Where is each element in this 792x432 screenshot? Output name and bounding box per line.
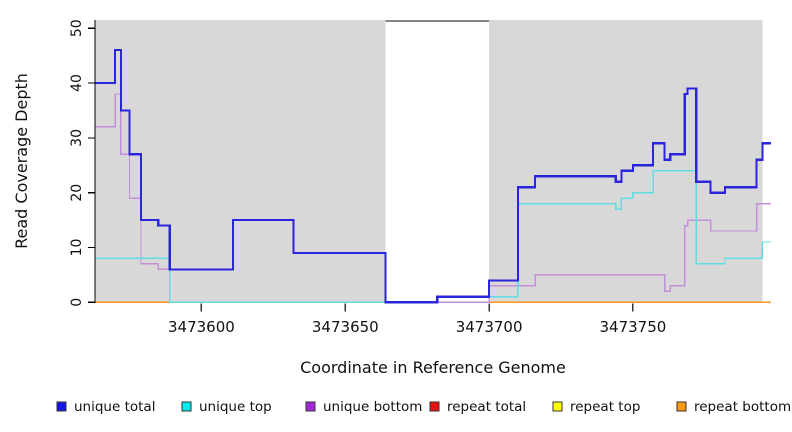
y-tick-label: 20 — [69, 184, 85, 202]
y-tick-label: 30 — [69, 129, 85, 147]
legend-label-repeat-total: repeat total — [447, 399, 526, 415]
legend-swatch-unique-total — [56, 401, 67, 412]
legend-label-repeat-top: repeat top — [570, 399, 640, 415]
chart-generated-content: 0 10 20 30 40 50 3473600 3473650 3473700 3473750 u… — [56, 19, 791, 415]
legend-swatch-unique-top — [181, 401, 192, 412]
y-tick-label: 50 — [69, 19, 85, 37]
x-tick-label: 3473750 — [599, 318, 666, 336]
x-tick-label: 3473700 — [456, 318, 523, 336]
x-axis-title: Coordinate in Reference Genome — [300, 358, 566, 377]
legend-swatch-unique-bottom — [305, 401, 316, 412]
x-tick-label: 3473650 — [312, 318, 379, 336]
y-tick-label: 40 — [69, 74, 85, 92]
legend-label-unique-bottom: unique bottom — [323, 399, 422, 415]
y-tick-label: 0 — [69, 298, 85, 307]
legend-label-unique-total: unique total — [74, 399, 155, 415]
mappable-region-right — [489, 20, 763, 303]
mappable-region-left — [95, 20, 386, 303]
y-axis-title: Read Coverage Depth — [12, 73, 31, 249]
legend-label-repeat-bottom: repeat bottom — [694, 399, 791, 415]
x-tick-label: 3473600 — [168, 318, 235, 336]
series-unique-total-line — [95, 49, 771, 304]
legend-swatch-repeat-top — [552, 401, 563, 412]
y-tick-label: 10 — [69, 239, 85, 257]
legend-swatch-repeat-total — [429, 401, 440, 412]
legend-swatch-repeat-bottom — [676, 401, 687, 412]
legend-label-unique-top: unique top — [199, 399, 272, 415]
